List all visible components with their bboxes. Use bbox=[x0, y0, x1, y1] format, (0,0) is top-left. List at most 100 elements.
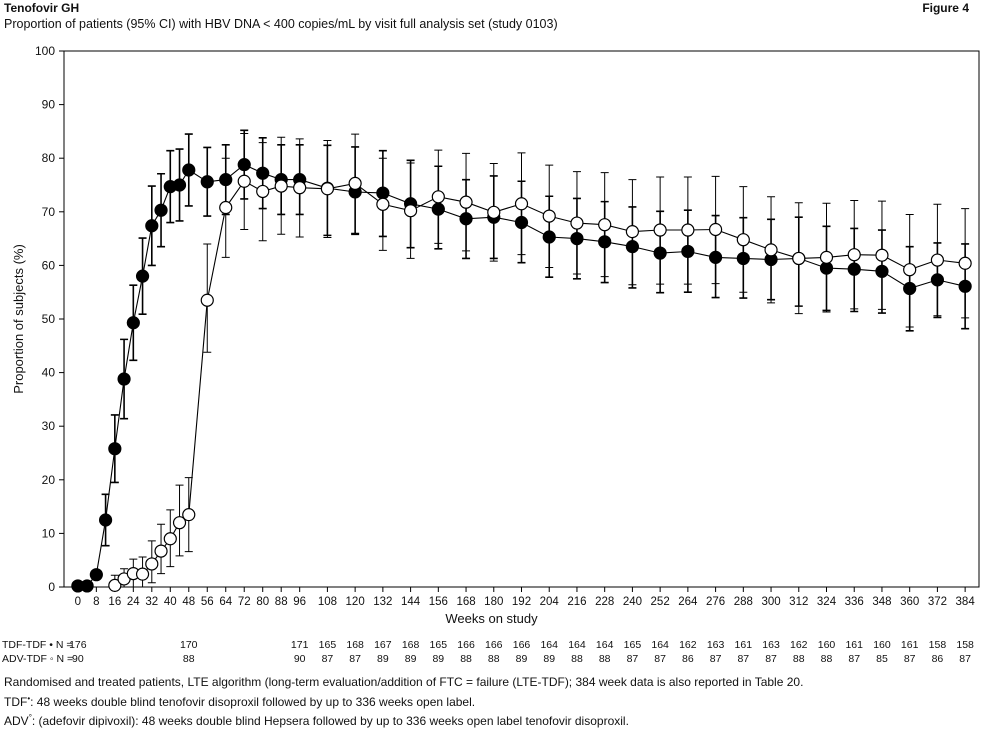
footnote-3-sup: ° bbox=[28, 713, 32, 722]
tdf-tdf-point bbox=[570, 232, 584, 246]
adv-tdf-n-value: 87 bbox=[765, 653, 777, 665]
tdf-tdf-point bbox=[625, 240, 640, 254]
tdf-tdf-n-value: 158 bbox=[956, 639, 974, 651]
x-tick-label: 276 bbox=[706, 596, 725, 608]
tdf-tdf-n-value: 168 bbox=[346, 639, 364, 651]
tdf-tdf-n-value: 163 bbox=[762, 639, 780, 651]
x-tick-label: 300 bbox=[761, 596, 780, 608]
adv-tdf-point bbox=[237, 174, 251, 188]
footnote-3-prefix: ADV bbox=[4, 714, 29, 728]
tdf-tdf-point bbox=[847, 262, 861, 276]
adv-tdf-n-value: 88 bbox=[599, 653, 611, 665]
chart-subtitle: Proportion of patients (95% CI) with HBV… bbox=[4, 17, 558, 31]
tdf-tdf-n-value: 176 bbox=[69, 639, 87, 651]
x-tick-label: 384 bbox=[956, 596, 976, 608]
adv-tdf-series-line bbox=[114, 180, 966, 586]
tdf-tdf-point bbox=[431, 202, 445, 216]
tdf-tdf-point bbox=[108, 442, 122, 456]
tdf-tdf-n-value: 164 bbox=[596, 639, 614, 651]
tdf-tdf-point bbox=[708, 250, 723, 264]
adv-tdf-point bbox=[200, 293, 214, 307]
adv-tdf-point bbox=[625, 225, 640, 239]
footnote-2-text: : 48 weeks double blind tenofovir disopr… bbox=[30, 694, 476, 709]
figure-number: Figure 4 bbox=[922, 1, 969, 15]
adv-tdf-point bbox=[570, 216, 584, 230]
tdf-tdf-point bbox=[681, 244, 695, 259]
x-tick-label: 40 bbox=[164, 596, 177, 608]
adv-tdf-n-value: 89 bbox=[405, 653, 417, 665]
adv-tdf-point bbox=[764, 243, 778, 257]
x-tick-label: 168 bbox=[456, 596, 475, 608]
adv-tdf-n-value: 89 bbox=[516, 653, 528, 665]
adv-tdf-n-value: 90 bbox=[294, 653, 306, 665]
tdf-tdf-point bbox=[80, 579, 94, 593]
tdf-tdf-point bbox=[89, 568, 103, 582]
adv-tdf-point bbox=[598, 218, 612, 232]
x-tick-label: 96 bbox=[293, 596, 306, 608]
adv-tdf-point bbox=[182, 508, 196, 522]
adv-tdf-n-value: 88 bbox=[460, 653, 472, 665]
adv-tdf-n-value: 88 bbox=[793, 653, 805, 665]
tdf-tdf-n-value: 165 bbox=[624, 639, 642, 651]
adv-tdf-n-value: 89 bbox=[432, 653, 444, 665]
x-tick-label: 252 bbox=[651, 596, 670, 608]
x-tick-label: 16 bbox=[108, 596, 121, 608]
tdf-tdf-n-value: 164 bbox=[651, 639, 669, 651]
y-tick-label: 30 bbox=[42, 419, 56, 433]
adv-tdf-point bbox=[431, 190, 445, 204]
y-tick-label: 70 bbox=[42, 205, 56, 219]
x-tick-label: 312 bbox=[789, 596, 808, 608]
adv-tdf-point bbox=[459, 195, 473, 209]
x-tick-label: 288 bbox=[734, 596, 753, 608]
tdf-tdf-point bbox=[98, 513, 113, 527]
footnote-2-sup: • bbox=[27, 693, 31, 703]
adv-tdf-n-value: 88 bbox=[488, 653, 500, 665]
tdf-tdf-point bbox=[126, 316, 140, 330]
adv-tdf-n-value: 85 bbox=[876, 653, 888, 665]
y-tick-label: 50 bbox=[42, 312, 56, 326]
adv-tdf-point bbox=[542, 209, 556, 223]
tdf-tdf-point bbox=[135, 269, 150, 283]
x-tick-label: 240 bbox=[623, 596, 642, 608]
adv-tdf-n-value: 88 bbox=[821, 653, 833, 665]
x-tick-label: 88 bbox=[275, 596, 288, 608]
adv-tdf-point bbox=[403, 204, 418, 218]
y-tick-label: 100 bbox=[35, 44, 55, 58]
tdf-tdf-n-value: 162 bbox=[790, 639, 808, 651]
x-tick-label: 204 bbox=[540, 596, 560, 608]
document-header: Tenofovir GH bbox=[4, 1, 80, 15]
y-tick-label: 90 bbox=[42, 98, 56, 112]
tdf-tdf-n-value: 171 bbox=[291, 639, 309, 651]
adv-tdf-n-value: 89 bbox=[543, 653, 555, 665]
x-tick-label: 264 bbox=[678, 596, 698, 608]
adv-tdf-n-value: 87 bbox=[959, 653, 971, 665]
adv-tdf-point bbox=[653, 223, 667, 237]
adv-tdf-n-value: 87 bbox=[848, 653, 860, 665]
tdf-tdf-point bbox=[598, 235, 612, 249]
adv-tdf-n-value: 87 bbox=[349, 653, 361, 665]
y-tick-label: 20 bbox=[42, 473, 56, 487]
tdf-tdf-n-value: 166 bbox=[513, 639, 531, 651]
x-tick-label: 348 bbox=[872, 596, 891, 608]
adv-tdf-point bbox=[875, 248, 889, 262]
tdf-tdf-n-value: 161 bbox=[845, 639, 863, 651]
tdf-tdf-n-value: 165 bbox=[430, 639, 448, 651]
adv-tdf-n-value: 87 bbox=[322, 653, 334, 665]
x-tick-label: 192 bbox=[512, 596, 531, 608]
adv-tdf-n-value: 87 bbox=[654, 653, 666, 665]
x-tick-label: 120 bbox=[346, 596, 365, 608]
y-axis-label: Proportion of subjects (%) bbox=[11, 244, 26, 394]
tdf-tdf-point bbox=[237, 158, 251, 172]
footnote-3: ADV°: (adefovir dipivoxil): 48 weeks dou… bbox=[4, 710, 803, 730]
tdf-tdf-n-value: 170 bbox=[180, 639, 198, 651]
adv-tdf-point bbox=[274, 179, 288, 193]
adv-tdf-n-label: ADV-TDF ◦ N = bbox=[2, 653, 73, 665]
tdf-tdf-point bbox=[459, 212, 473, 226]
footnotes: Randomised and treated patients, LTE alg… bbox=[4, 675, 803, 730]
x-tick-label: 372 bbox=[928, 596, 947, 608]
adv-tdf-point bbox=[819, 250, 834, 264]
tdf-tdf-n-value: 160 bbox=[818, 639, 836, 651]
tdf-tdf-point bbox=[653, 246, 667, 260]
tdf-tdf-n-value: 166 bbox=[485, 639, 503, 651]
adv-tdf-point bbox=[145, 557, 159, 571]
